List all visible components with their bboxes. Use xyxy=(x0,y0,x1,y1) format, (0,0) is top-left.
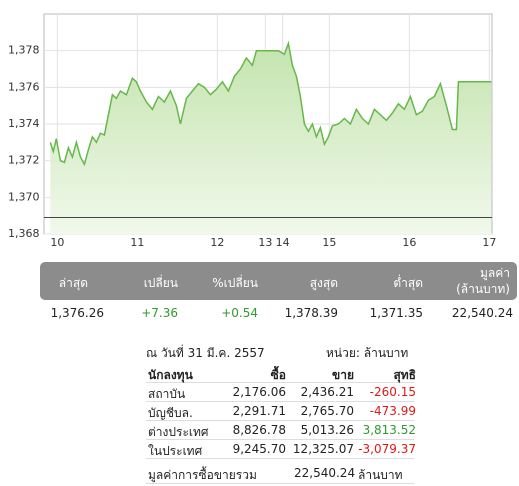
data-row: บัญชีบล. 2,291.71 2,765.70 -473.99 xyxy=(146,402,416,421)
cell: ขาย xyxy=(332,368,354,382)
y-tick-label: 1,378 xyxy=(8,44,40,57)
stat-header: %เปลี่ยน xyxy=(212,276,258,290)
cell: -3,079.37 xyxy=(358,442,416,456)
cell: 3,813.52 xyxy=(362,423,416,437)
cell: สถาบัน xyxy=(148,387,186,401)
x-tick-label: 13 xyxy=(258,236,272,249)
cell: สุทธิ xyxy=(393,368,416,382)
cell: 12,325.07 xyxy=(292,442,354,456)
cell: ในประเทศ xyxy=(148,444,203,458)
stat-value: 1,371.35 xyxy=(369,306,423,320)
x-tick-label: 15 xyxy=(322,236,336,249)
total-row: มูลค่าการซื้อขายรวม 22,540.24 ล้านบาท xyxy=(146,461,414,484)
x-tick-label: 10 xyxy=(50,236,64,249)
data-row: ต่างประเทศ 8,826.78 5,013.26 3,813.52 xyxy=(146,421,416,440)
y-tick-label: 1,368 xyxy=(8,227,40,240)
stat-header: ต่ำสุด xyxy=(393,276,423,290)
stat-value: +0.54 xyxy=(221,306,258,320)
date: ณ วันที่ 31 มี.ค. 2557 xyxy=(146,346,265,360)
cell: 2,765.70 xyxy=(300,404,354,418)
investor-table: ณ วันที่ 31 มี.ค. 2557 หน่วย: ล้านบาท นั… xyxy=(146,338,416,484)
data-row: ในประเทศ 9,245.70 12,325.07 -3,079.37 xyxy=(146,440,416,459)
cell: 9,245.70 xyxy=(232,442,286,456)
line xyxy=(49,40,492,167)
cell: 2,176.06 xyxy=(232,385,286,399)
stat-header: มูลค่า xyxy=(479,266,510,280)
cell: 8,826.78 xyxy=(232,423,286,437)
total-label: มูลค่าการซื้อขายรวม xyxy=(148,468,257,482)
stat-value: 1,376.26 xyxy=(50,306,104,320)
cell: ซื้อ xyxy=(270,368,286,382)
table-caption: ณ วันที่ 31 มี.ค. 2557 หน่วย: ล้านบาท xyxy=(146,338,414,364)
cell: บัญชีบล. xyxy=(148,406,193,420)
stat-header: เปลี่ยน xyxy=(143,276,178,290)
cell: -473.99 xyxy=(369,404,416,418)
x-tick-label: 14 xyxy=(276,236,290,249)
stat-header: สูงสุด xyxy=(309,276,338,290)
cell: ต่างประเทศ xyxy=(148,425,209,439)
stat-value: 22,540.24 xyxy=(451,306,513,320)
x-tick-label: 12 xyxy=(210,236,224,249)
y-tick-label: 1,372 xyxy=(8,154,40,167)
header-row: นักลงทุน ซื้อ ขาย สุทธิ xyxy=(146,364,416,383)
stat-header: (ล้านบาท) xyxy=(456,282,510,296)
stats: ล่าสุด เปลี่ยน %เปลี่ยน สูงสุด ต่ำสุด มู… xyxy=(40,262,517,326)
cell: 2,291.71 xyxy=(232,404,286,418)
stat-header: ล่าสุด xyxy=(58,276,88,290)
area xyxy=(50,43,492,234)
y-tick-label: 1,370 xyxy=(8,190,40,203)
cell: 2,436.21 xyxy=(300,385,354,399)
stat-value: 1,378.39 xyxy=(284,306,338,320)
stats-header: ล่าสุด เปลี่ยน %เปลี่ยน สูงสุด ต่ำสุด มู… xyxy=(40,262,517,300)
cell: นักลงทุน xyxy=(148,368,193,382)
stat-header: มูลค่า (ล้านบาท) xyxy=(428,265,510,297)
x-tick-label: 16 xyxy=(402,236,416,249)
cell: 5,013.26 xyxy=(300,423,354,437)
stat-value: +7.36 xyxy=(141,306,178,320)
y-tick-label: 1,374 xyxy=(8,117,40,130)
x-tick-label: 17 xyxy=(482,236,496,249)
cell: -260.15 xyxy=(369,385,416,399)
y-tick-label: 1,376 xyxy=(8,80,40,93)
total-value: 22,540.24 xyxy=(294,466,356,480)
chart: 1,368 1,370 1,372 1,374 1,376 1,378 10 11 12 13 14… xyxy=(8,13,496,249)
data-row: สถาบัน 2,176.06 2,436.21 -260.15 xyxy=(146,383,416,402)
unit: หน่วย: ล้านบาท xyxy=(326,346,409,360)
stats-values: 1,376.26 +7.36 +0.54 1,378.39 1,371.35 2… xyxy=(40,300,517,326)
x-tick-label: 11 xyxy=(130,236,144,249)
total-unit: ล้านบาท xyxy=(358,468,403,482)
